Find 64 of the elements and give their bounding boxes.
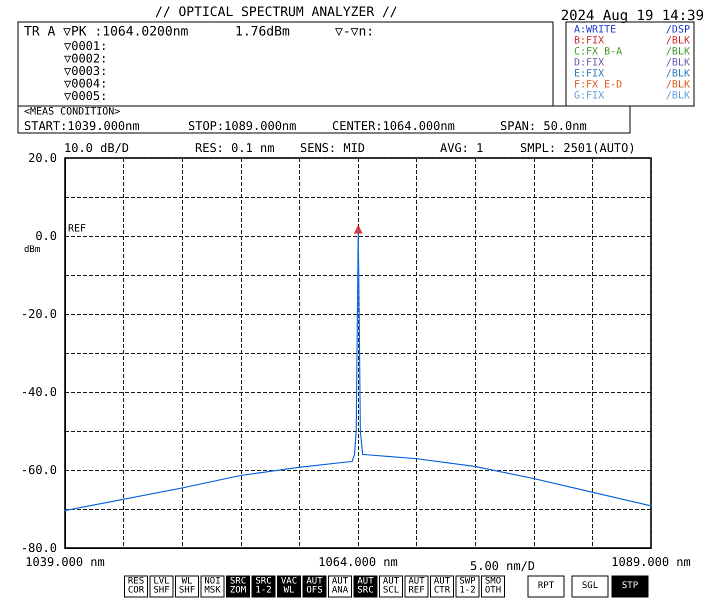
text: /BLK <box>666 36 690 46</box>
x-tick-label: 1039.000 nm <box>25 555 105 569</box>
text: 1.76dBm <box>235 24 290 40</box>
y-tick-label: -40.0 <box>20 385 57 399</box>
text: 10.0 dB/D <box>64 141 130 155</box>
text: STP <box>622 581 639 591</box>
text: /BLK <box>666 90 690 102</box>
text: SGL <box>582 581 598 591</box>
text: /BLK <box>666 46 690 58</box>
text: VAC WL <box>280 576 298 596</box>
text: NOI MSK <box>204 576 222 596</box>
y-tick-label: 20.0 <box>28 151 57 165</box>
text: ▽0001: <box>64 39 108 53</box>
text: SRC ZOM <box>230 576 247 596</box>
text: /BLK <box>666 68 690 80</box>
text: ▽0004: <box>64 76 108 90</box>
text: CENTER:1064.000nm <box>332 119 455 133</box>
text: C:FX B-A <box>574 46 622 58</box>
annotation: REF <box>68 224 86 234</box>
text: A:WRITE <box>574 24 616 36</box>
y-tick-label: -80.0 <box>20 541 57 555</box>
text: AUT OFS <box>306 576 324 596</box>
text: 2024 Aug 19 14:39 <box>560 8 704 24</box>
text: F:FX E-D <box>574 80 622 90</box>
text: STOP:1089.000nm <box>188 119 296 133</box>
text: SENS: MID <box>300 141 366 155</box>
text: B:FIX <box>574 36 604 46</box>
x-tick-label: 1064.000 nm <box>318 555 398 569</box>
text: RES: 0.1 nm <box>195 141 274 155</box>
x-tick-label: 1089.000 nm <box>611 555 691 569</box>
chart-title: // OPTICAL SPECTRUM ANALYZER // <box>155 5 398 20</box>
text: LVL SHF <box>153 576 170 596</box>
text: RPT <box>538 581 555 591</box>
text: /DSP <box>666 24 690 36</box>
text: SRC 1-2 <box>255 576 272 596</box>
text: AUT ANA <box>332 576 349 596</box>
text: ▽0002: <box>64 52 108 66</box>
text: SMPL: 2501(AUTO) <box>520 141 636 155</box>
text: SMO OTH <box>484 576 502 596</box>
text: AVG: 1 <box>440 141 484 155</box>
text: SWP 1-2 <box>459 576 476 596</box>
text: G:FIX <box>574 90 604 102</box>
y-tick-label: 0.0 <box>35 229 57 243</box>
text: ▽0003: <box>64 64 108 78</box>
text: TR A ▽PK :1064.0200nm <box>24 24 189 40</box>
x-axis-title: 5.00 nm/D <box>470 559 536 573</box>
text: /BLK <box>666 80 690 90</box>
text: /BLK <box>666 58 690 68</box>
text: ▽0005: <box>64 89 108 103</box>
text: AUT CTR <box>434 576 451 596</box>
text: <MEAS CONDITION> <box>24 106 120 118</box>
text: D:FIX <box>574 58 604 68</box>
text: WL SHF <box>178 576 196 596</box>
text: dBm <box>24 245 40 255</box>
text: SPAN: 50.0nm <box>500 119 587 133</box>
text: AUT SCL <box>382 576 400 596</box>
y-tick-label: -20.0 <box>20 307 57 321</box>
text: E:FIX <box>574 68 604 80</box>
text: ▽-▽n: <box>335 24 374 40</box>
text: RES COR <box>128 576 145 596</box>
y-tick-label: -60.0 <box>20 463 57 477</box>
text: START:1039.000nm <box>24 119 140 133</box>
text: AUT REF <box>408 576 426 596</box>
text: AUT SRC <box>357 576 374 596</box>
